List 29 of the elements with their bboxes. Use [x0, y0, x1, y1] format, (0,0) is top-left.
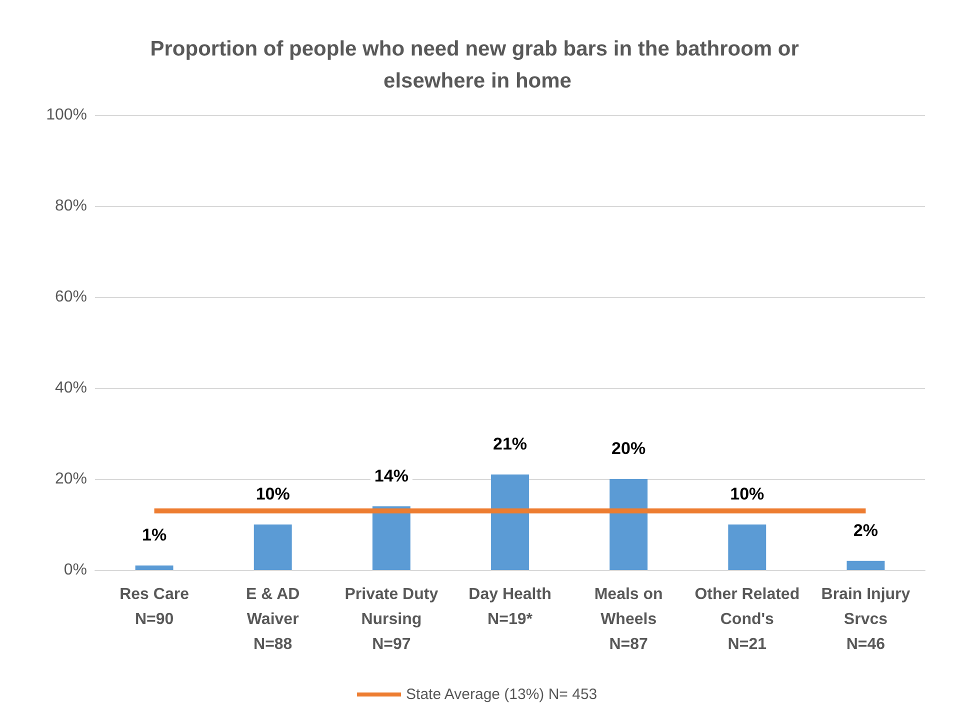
bar	[491, 474, 529, 570]
y-tick-label: 80%	[54, 198, 87, 214]
bar	[846, 560, 885, 570]
legend-label: State Average (13%) N= 453	[406, 686, 598, 703]
data-label: 14%	[374, 466, 408, 486]
x-tick-label: Other Related Cond's N=21	[694, 586, 800, 653]
chart-title: Proportion of people who need new grab bars in the bathroom or elsewhere in home	[150, 38, 805, 92]
x-tick-label: Private Duty Nursing N=97	[344, 586, 438, 653]
y-tick-label: 0%	[64, 562, 87, 578]
data-label: 10%	[730, 484, 764, 504]
bar	[254, 524, 292, 570]
x-tick-label: Res Care N=90	[120, 586, 190, 628]
data-label: 21%	[492, 434, 528, 454]
bar	[728, 524, 766, 570]
x-tick-label: E & AD Waiver N=88	[246, 586, 300, 653]
x-tick-label: Meals on Wheels N=87	[594, 586, 663, 653]
data-label: 2%	[853, 520, 878, 540]
bar	[135, 565, 174, 570]
bar	[372, 506, 410, 570]
x-tick-label: Day Health N=19*	[468, 586, 552, 628]
data-label: 20%	[612, 439, 646, 458]
bar	[610, 479, 648, 570]
y-tick-label: 100%	[46, 106, 87, 124]
data-label: 1%	[142, 525, 167, 544]
x-tick-label: Brain Injury Srvcs N=46	[821, 586, 910, 653]
y-tick-label: 60%	[54, 288, 87, 306]
y-tick-label: 40%	[54, 380, 87, 396]
data-label: 10%	[256, 484, 290, 504]
y-tick-label: 20%	[54, 470, 87, 488]
